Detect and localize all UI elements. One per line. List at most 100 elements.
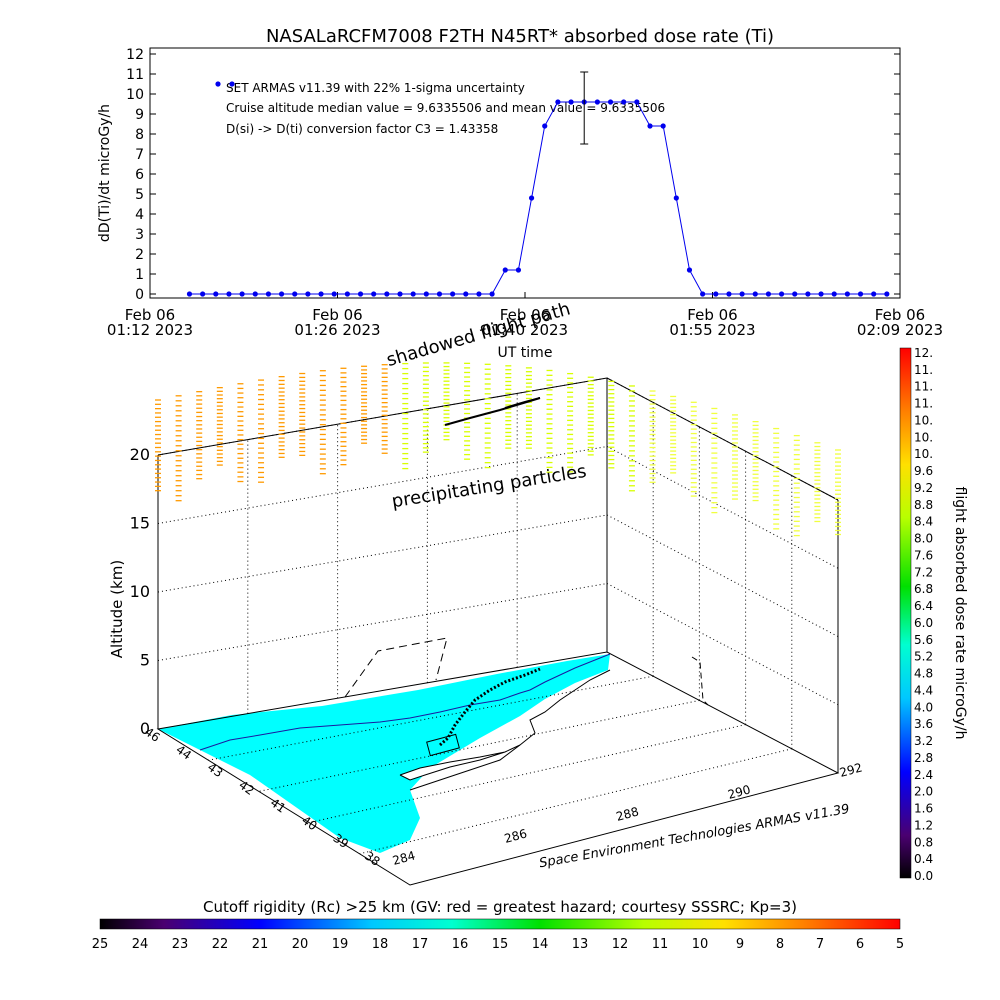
longitude-ticks: 284 286 288 290 292 [391, 760, 864, 867]
x-tick-date: Feb 06 [312, 306, 362, 324]
y-tick-label: 8 [135, 127, 144, 143]
floor-gridline [309, 724, 746, 824]
x-tick-date: Feb 06 [687, 306, 737, 324]
data-point [186, 291, 193, 297]
colorbar-right-tick: 4.8 [914, 667, 933, 681]
data-point [292, 291, 298, 297]
colorbar-right-tick: 10. [914, 430, 933, 444]
annotation-uncertainty: SET ARMAS v11.39 with 22% 1-sigma uncert… [226, 81, 525, 95]
colorbar-right-tick: 5.2 [914, 650, 933, 664]
annotation-cruise: Cruise altitude median value = 9.6335506… [226, 101, 665, 115]
data-point [213, 291, 219, 297]
colorbar-right-tick: 11. [914, 363, 933, 377]
data-point [463, 291, 469, 297]
data-point [871, 291, 877, 297]
dose-rate-colorbar: 0.0 0.4 0.8 1.2 1.6 2.0 2.4 2.8 3.2 3.6 4.0 4.4 4.8 5… [899, 346, 968, 883]
colorbar-right-tick: 6.0 [914, 616, 933, 630]
x-tick-time: 02:09 2023 [857, 321, 943, 339]
colorbar-bottom-tick: 14 [532, 937, 549, 952]
colorbar-right-tick: 7.2 [914, 565, 933, 579]
data-point [252, 291, 258, 297]
colorbar-bottom-tick: 22 [212, 937, 229, 952]
data-point [397, 291, 403, 297]
x-tick-date: Feb 06 [125, 306, 175, 324]
data-point [752, 291, 758, 297]
y-tick-label: 5 [135, 187, 144, 203]
data-point [660, 123, 666, 129]
data-point [634, 99, 640, 105]
legend-marker [215, 81, 221, 87]
colorbar-right-tick: 9.6 [914, 464, 933, 478]
box-top-right [606, 377, 839, 501]
y-tick-label: 2 [135, 247, 144, 263]
colorbar-right-swatch [899, 347, 912, 879]
annotation-conversion: D(si) -> D(ti) conversion factor C3 = 1.… [226, 122, 498, 136]
data-point [884, 291, 890, 297]
y-tick-label: 9 [135, 107, 144, 123]
x-axis-label: UT time [498, 345, 553, 361]
data-point [568, 99, 574, 105]
data-point [423, 291, 429, 297]
y-tick-label: 4 [135, 207, 144, 223]
data-point [555, 99, 561, 105]
data-point [450, 291, 456, 297]
data-point [792, 291, 798, 297]
box-top-left [157, 377, 608, 456]
error-bar [580, 71, 589, 145]
colorbar-bottom-tick: 19 [332, 937, 349, 952]
y-axis-label: dD(Ti)/dt microGy/h [97, 104, 113, 242]
data-point [410, 291, 416, 297]
box-grid [157, 377, 839, 855]
data-point [239, 291, 245, 297]
data-point [673, 195, 679, 201]
data-point [594, 99, 600, 105]
colorbar-bottom-tick: 15 [492, 937, 509, 952]
data-point [686, 267, 693, 273]
y-tick-label: 6 [135, 167, 144, 183]
cutoff-rigidity-colorbar: Cutoff rigidity (Rc) >25 km (GV: red = g… [92, 898, 904, 952]
data-point [344, 291, 350, 297]
lon-tick-label: 288 [615, 804, 641, 823]
colorbar-right-tick: 2.4 [914, 768, 933, 782]
colorbar-right-ticks: 0.0 0.4 0.8 1.2 1.6 2.0 2.4 2.8 3.2 3.6 4.0 4.4 4.8 5… [914, 346, 933, 883]
colorbar-right-label: flight absorbed dose rate microGy/h [952, 487, 968, 740]
y-tick-label: 0 [135, 287, 144, 303]
colorbar-right-tick: 8.8 [914, 498, 933, 512]
colorbar-right-tick: 0.8 [914, 835, 933, 849]
data-point [476, 291, 482, 297]
data-point [489, 291, 495, 297]
colorbar-bottom-tick: 7 [816, 937, 824, 952]
z-axis-ticks: 0 5 10 15 20 [130, 445, 150, 738]
data-point [831, 291, 837, 297]
colorbar-right-tick: 2.0 [914, 785, 933, 799]
floor-gridline [258, 699, 700, 792]
colorbar-right-tick: 2.8 [914, 751, 933, 765]
colorbar-right-tick: 3.2 [914, 734, 933, 748]
upper-flight-path [444, 397, 541, 426]
colorbar-right-tick: 4.0 [914, 700, 933, 714]
colorbar-bottom-tick: 16 [452, 937, 469, 952]
x-tick-time: 01:40 2023 [482, 321, 568, 339]
precipitating-particles [155, 362, 841, 537]
lon-tick-label: 290 [726, 782, 752, 801]
colorbar-bottom-tick: 25 [92, 937, 109, 952]
data-point [713, 291, 719, 297]
colorbar-right-tick: 5.6 [914, 633, 933, 647]
colorbar-right-tick: 4.4 [914, 683, 933, 697]
z-tick-label: 5 [140, 651, 150, 670]
y-tick-label: 3 [135, 227, 144, 243]
data-point [265, 291, 272, 297]
colorbar-right-tick: 1.6 [914, 802, 933, 816]
y-tick-label: 1 [135, 267, 144, 283]
chart-title: NASALaRCFM7008 F2TH N45RT* absorbed dose… [266, 26, 774, 47]
colorbar-right-tick: 1.2 [914, 818, 933, 832]
data-point [739, 291, 745, 297]
colorbar-bottom-tick: 5 [896, 937, 904, 952]
colorbar-right-tick: 0.0 [914, 869, 933, 883]
legend-marker [229, 81, 235, 87]
colorbar-right-tick: 11. [914, 380, 933, 394]
lon-tick-label: 292 [838, 760, 864, 779]
data-point [647, 123, 653, 129]
colorbar-right-tick: 11. [914, 397, 933, 411]
